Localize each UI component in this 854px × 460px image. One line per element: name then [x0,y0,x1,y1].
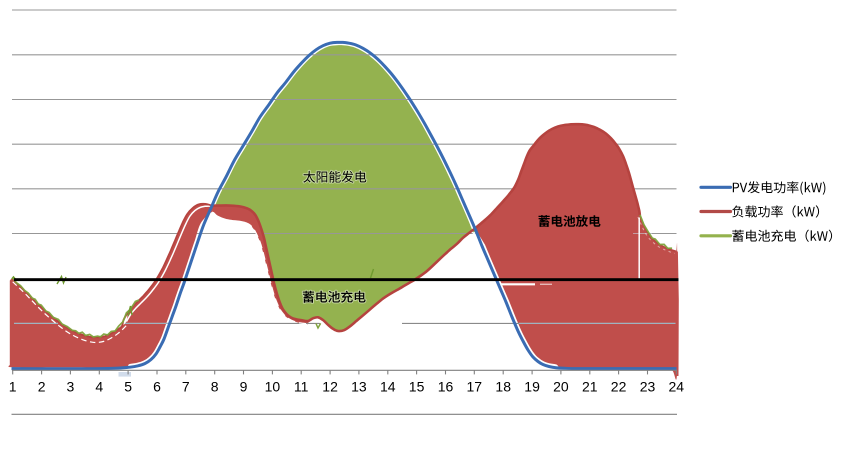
svg-text:12: 12 [322,379,338,395]
svg-text:10: 10 [265,379,281,395]
svg-text:22: 22 [611,379,627,395]
svg-text:8: 8 [211,379,219,395]
svg-text:14: 14 [380,379,396,395]
svg-text:16: 16 [438,379,454,395]
svg-text:24: 24 [669,379,685,395]
svg-text:21: 21 [582,379,598,395]
svg-text:15: 15 [409,379,425,395]
svg-text:4: 4 [95,379,103,395]
svg-text:13: 13 [351,379,367,395]
svg-text:20: 20 [553,379,569,395]
svg-text:19: 19 [524,379,540,395]
svg-text:6: 6 [153,379,161,395]
svg-text:7: 7 [182,379,190,395]
svg-text:17: 17 [467,379,483,395]
svg-text:3: 3 [67,379,75,395]
svg-text:1: 1 [9,379,17,395]
svg-text:5: 5 [124,379,132,395]
svg-text:11: 11 [294,379,309,395]
svg-text:2: 2 [38,379,46,395]
svg-text:18: 18 [495,379,511,395]
svg-text:23: 23 [640,379,656,395]
svg-text:9: 9 [240,379,248,395]
